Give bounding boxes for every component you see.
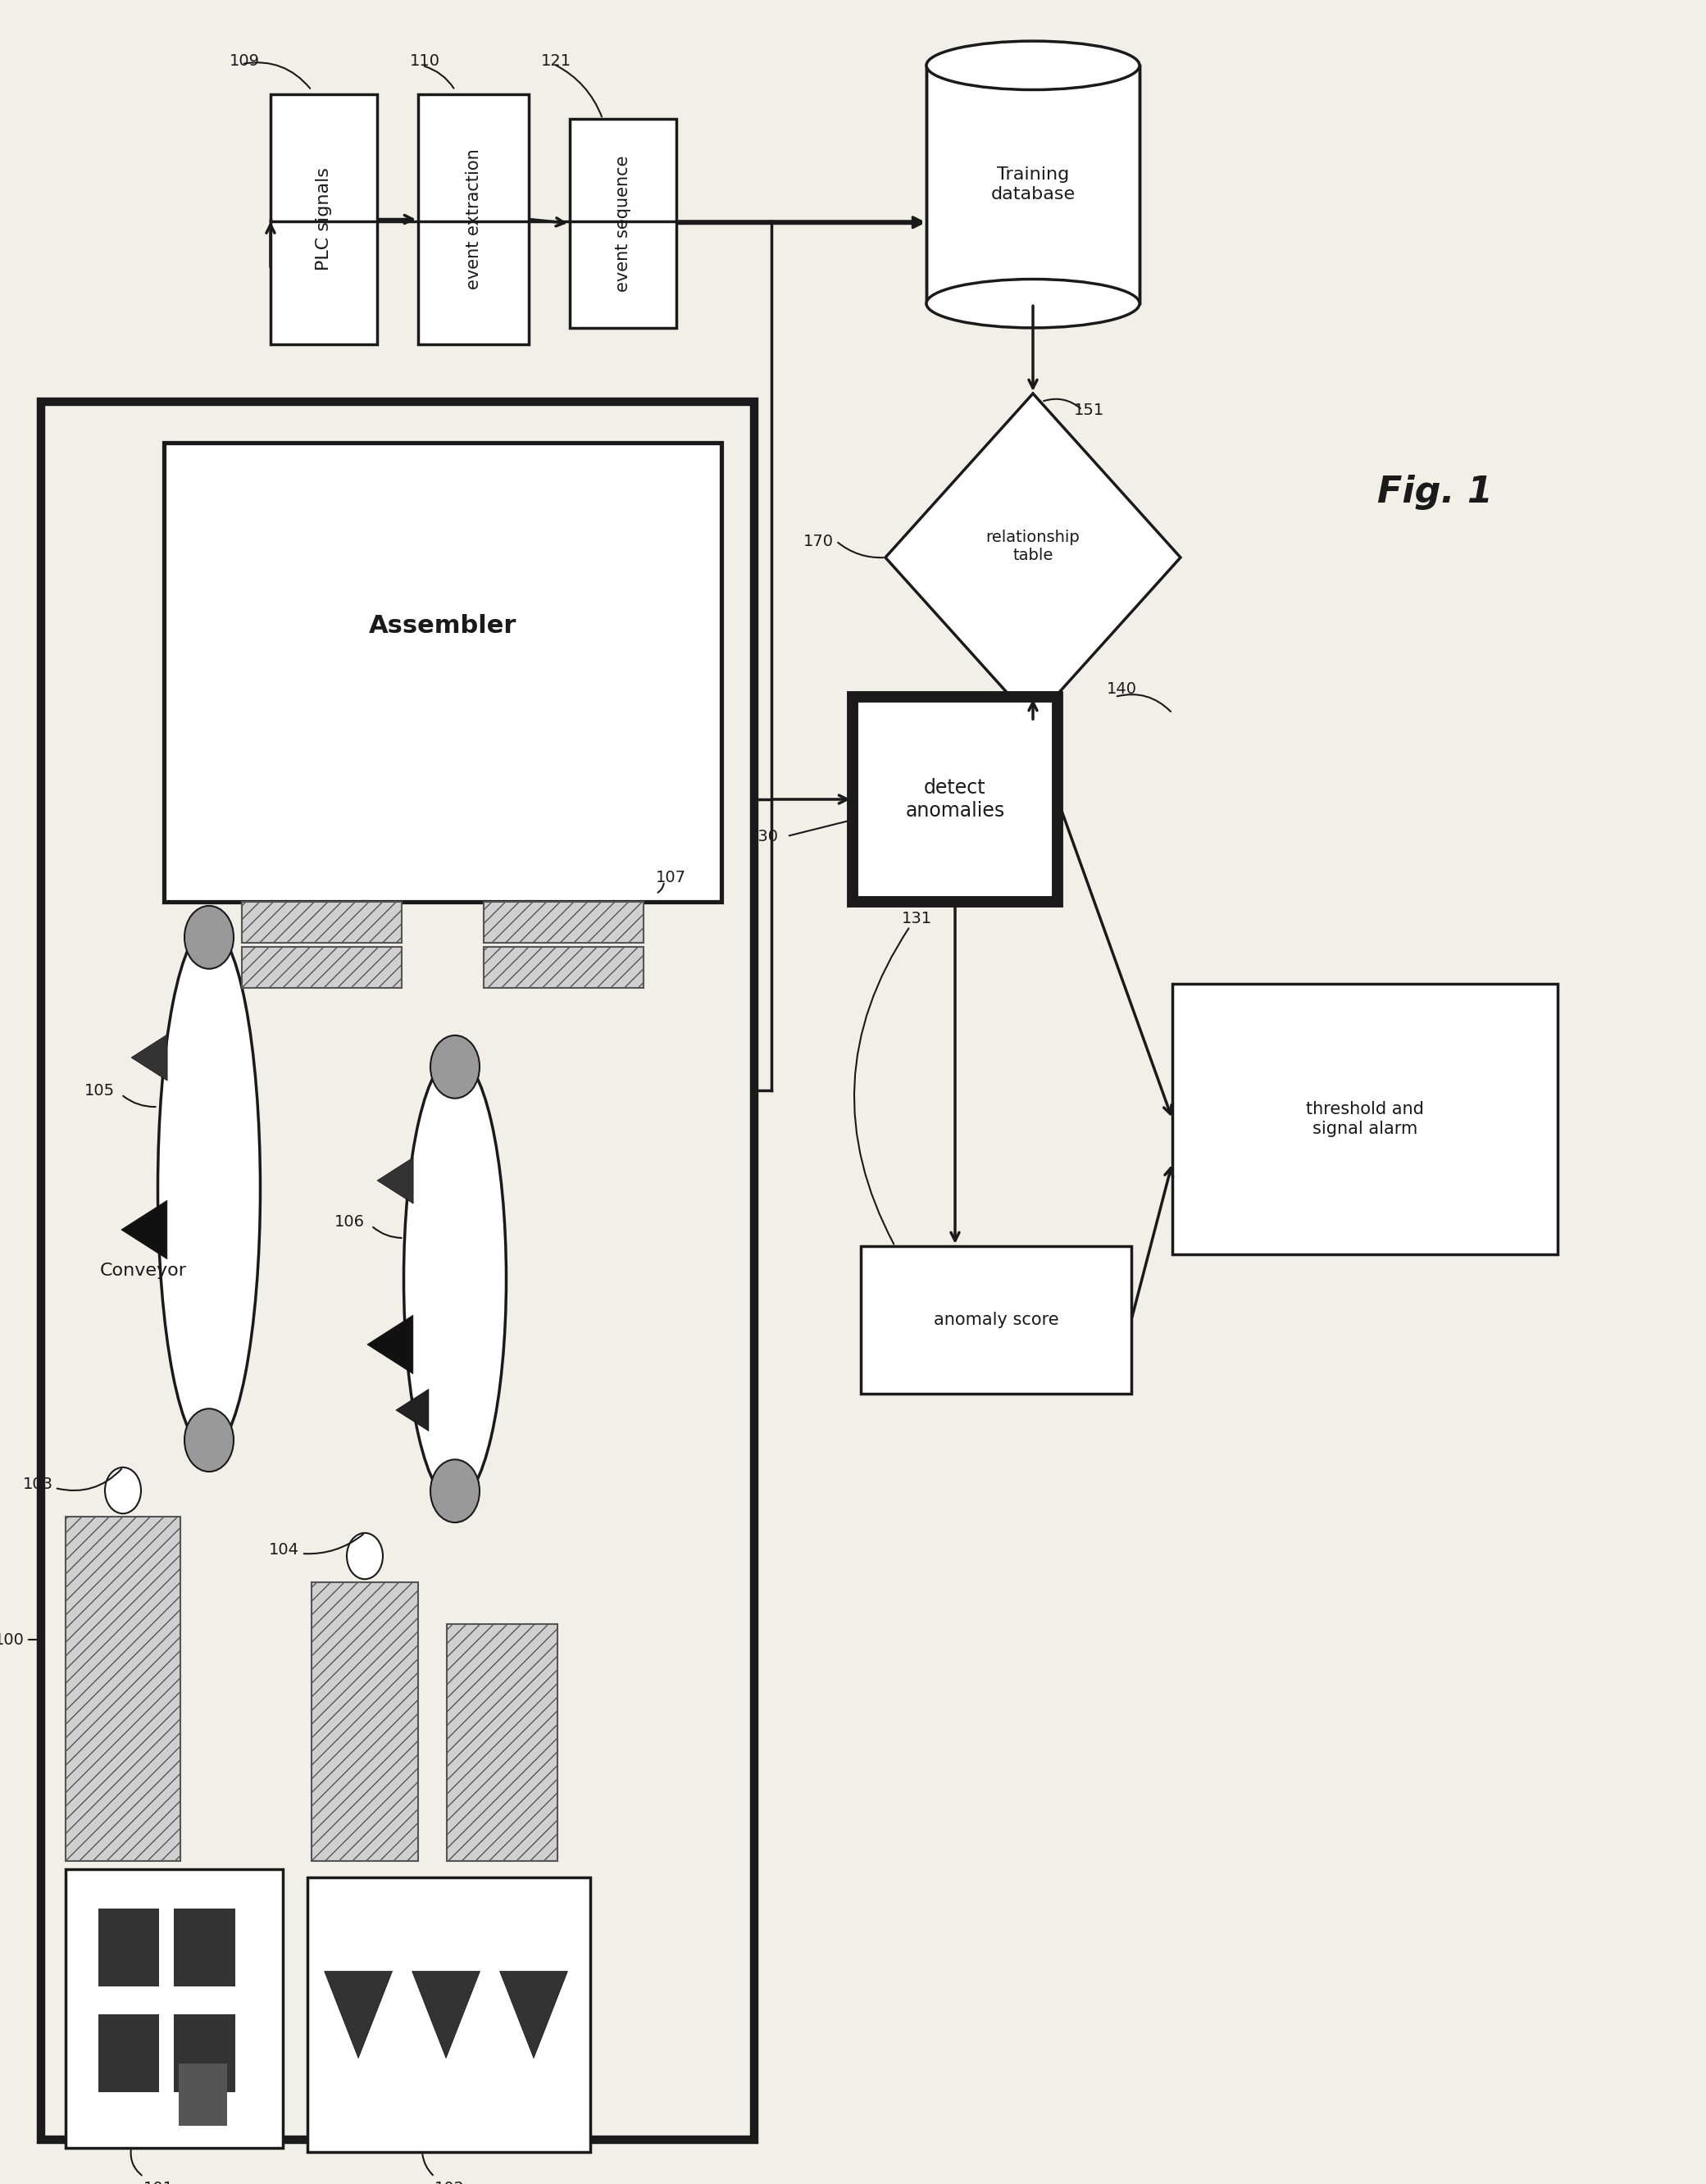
Bar bbox=[65, 1516, 181, 1861]
Polygon shape bbox=[377, 1158, 413, 1203]
Text: relationship
table: relationship table bbox=[986, 531, 1080, 563]
Circle shape bbox=[430, 1035, 479, 1099]
Bar bbox=[99, 2014, 159, 2092]
Text: event extraction: event extraction bbox=[466, 149, 481, 290]
Polygon shape bbox=[324, 1972, 392, 2057]
Bar bbox=[418, 94, 529, 345]
Bar bbox=[41, 402, 754, 2140]
Text: 140: 140 bbox=[1107, 681, 1138, 697]
Bar bbox=[242, 902, 401, 943]
Polygon shape bbox=[121, 1201, 167, 1260]
Text: event sequence: event sequence bbox=[614, 155, 631, 293]
Bar bbox=[862, 1247, 1131, 1393]
Text: Conveyor: Conveyor bbox=[101, 1262, 188, 1280]
Ellipse shape bbox=[926, 41, 1140, 90]
Bar bbox=[485, 948, 643, 987]
Polygon shape bbox=[131, 1035, 167, 1081]
Bar bbox=[926, 66, 1140, 304]
Ellipse shape bbox=[404, 1055, 507, 1503]
Polygon shape bbox=[413, 1972, 479, 2057]
Bar bbox=[65, 1870, 283, 2147]
Bar bbox=[570, 118, 676, 328]
Text: anomaly score: anomaly score bbox=[933, 1313, 1059, 1328]
Text: 106: 106 bbox=[334, 1214, 365, 1230]
Bar bbox=[853, 697, 1058, 902]
Text: 104: 104 bbox=[270, 1542, 299, 1557]
Text: 151: 151 bbox=[1075, 402, 1104, 417]
Circle shape bbox=[184, 906, 234, 970]
Text: threshold and
signal alarm: threshold and signal alarm bbox=[1307, 1101, 1425, 1136]
Text: PLC signals: PLC signals bbox=[316, 168, 333, 271]
Text: 121: 121 bbox=[541, 52, 572, 70]
Bar bbox=[179, 2064, 227, 2125]
Circle shape bbox=[184, 1409, 234, 1472]
Text: 103: 103 bbox=[22, 1476, 53, 1492]
Bar bbox=[930, 282, 1136, 306]
Bar bbox=[174, 1909, 235, 1985]
Polygon shape bbox=[396, 1389, 428, 1431]
Bar bbox=[99, 1909, 159, 1985]
Bar bbox=[242, 948, 401, 987]
Text: 105: 105 bbox=[84, 1083, 114, 1099]
Text: 100: 100 bbox=[0, 1631, 24, 1647]
Bar bbox=[312, 1581, 418, 1861]
Text: 107: 107 bbox=[655, 869, 686, 885]
Bar bbox=[447, 1625, 558, 1861]
Text: Training
database: Training database bbox=[991, 166, 1075, 203]
Bar bbox=[307, 1878, 590, 2151]
Text: 170: 170 bbox=[804, 533, 834, 548]
Text: Fig. 1: Fig. 1 bbox=[1377, 474, 1493, 509]
Text: 102: 102 bbox=[435, 2180, 464, 2184]
Circle shape bbox=[106, 1468, 142, 1514]
Text: 110: 110 bbox=[409, 52, 440, 70]
Bar bbox=[271, 94, 377, 345]
Text: 131: 131 bbox=[902, 911, 931, 926]
Bar bbox=[164, 443, 722, 902]
Bar bbox=[174, 2014, 235, 2092]
Text: 101: 101 bbox=[143, 2180, 174, 2184]
Circle shape bbox=[346, 1533, 382, 1579]
Text: 130: 130 bbox=[749, 828, 780, 843]
Polygon shape bbox=[885, 393, 1181, 721]
Text: detect
anomalies: detect anomalies bbox=[906, 778, 1005, 821]
Bar bbox=[1172, 983, 1558, 1254]
Polygon shape bbox=[367, 1315, 413, 1374]
Text: 109: 109 bbox=[230, 52, 259, 70]
Text: Assembler: Assembler bbox=[368, 614, 517, 638]
Ellipse shape bbox=[159, 926, 261, 1450]
Bar bbox=[485, 902, 643, 943]
Circle shape bbox=[430, 1459, 479, 1522]
Ellipse shape bbox=[926, 280, 1140, 328]
Polygon shape bbox=[500, 1972, 568, 2057]
